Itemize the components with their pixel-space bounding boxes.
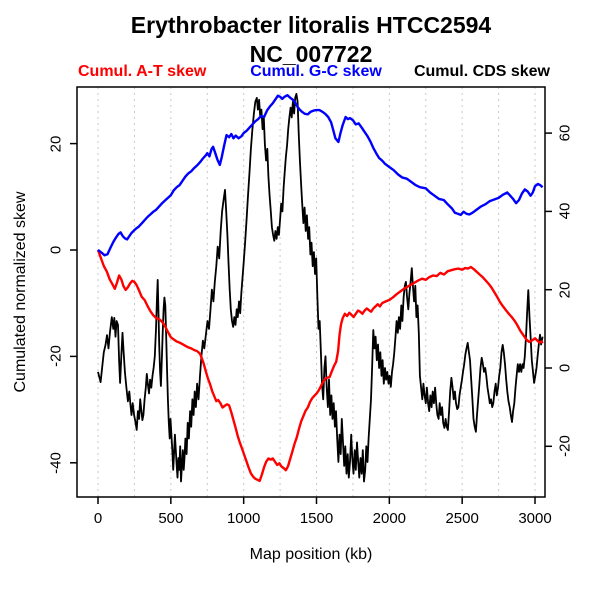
chart-title: Erythrobacter litoralis HTCC2594 [130, 12, 492, 38]
x-tick-label: 1000 [226, 510, 261, 527]
x-tick-label: 3000 [518, 510, 552, 527]
x-tick-label: 2000 [372, 510, 407, 527]
legend-cds-skew: Cumul. CDS skew [413, 63, 550, 80]
y-axis-label: Cumulated normalized skew [12, 191, 29, 393]
legend-gc-skew: Cumul. G-C skew [250, 63, 382, 80]
x-tick-label: 0 [93, 510, 103, 527]
y-right-tick-label: 40 [556, 203, 574, 220]
y-right-tick-label: 20 [556, 281, 574, 299]
x-tick-label: 2500 [445, 510, 479, 527]
y-right-tick-label: 60 [556, 124, 574, 142]
plot-border [76, 86, 546, 498]
x-tick-label: 500 [158, 510, 184, 527]
series-line-cds [97, 93, 544, 483]
x-axis-label: Map position (kb) [249, 546, 373, 563]
y-right-tick-label: -20 [556, 435, 574, 458]
y-left-tick-label: 0 [47, 245, 65, 255]
y-left-tick-label: -20 [47, 345, 65, 368]
legend-at-skew: Cumul. A-T skew [78, 63, 207, 80]
chart-subtitle: NC_007722 [249, 41, 373, 67]
x-tick-label: 1500 [299, 510, 334, 527]
series-line-at [96, 249, 544, 483]
y-right-tick-label: 0 [556, 363, 574, 373]
y-left-tick-label: 20 [47, 135, 65, 152]
y-left-tick-label: -40 [47, 451, 65, 474]
series-line-gc [97, 93, 544, 257]
